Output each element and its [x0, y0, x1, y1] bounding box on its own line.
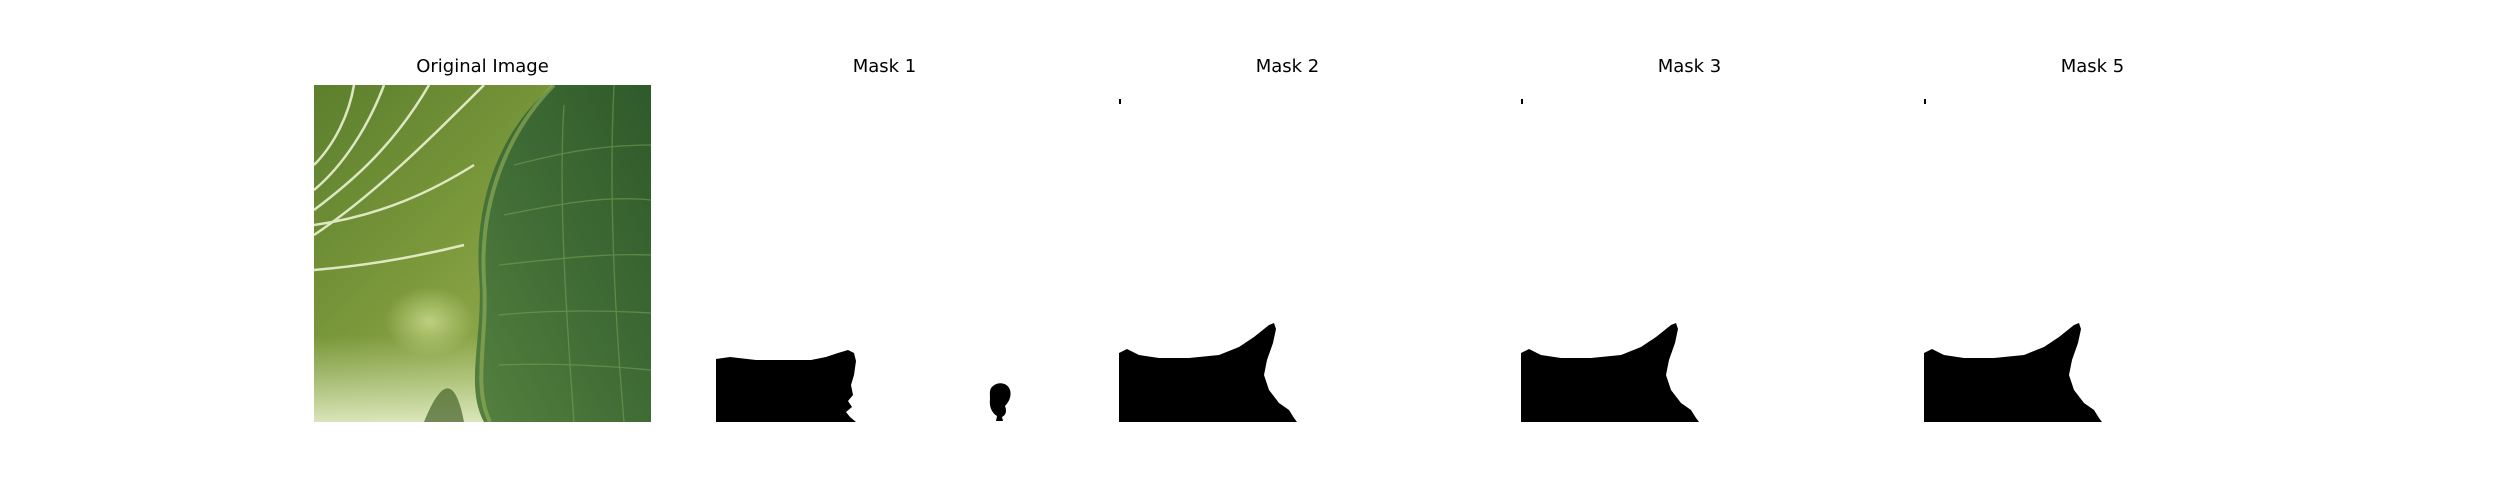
mask-region — [1924, 323, 2102, 422]
mask-region — [1119, 323, 1297, 422]
original-leaf-image — [314, 85, 651, 422]
panel-title-original-image: Original Image — [416, 56, 549, 77]
panel-title-mask-2: Mask 2 — [1255, 56, 1320, 77]
panel-title-mask-1: Mask 1 — [852, 56, 917, 77]
mask-blob — [989, 383, 1011, 421]
mask-5-image — [1924, 85, 2261, 422]
mask-3-image — [1521, 85, 1858, 422]
mask-region — [1521, 323, 1699, 422]
mask-region — [716, 350, 856, 422]
panel-title-mask-3: Mask 3 — [1657, 56, 1722, 77]
mask-1-image — [716, 85, 1053, 422]
mask-2-image — [1119, 85, 1456, 422]
panel-title-mask-5: Mask 5 — [2060, 56, 2125, 77]
